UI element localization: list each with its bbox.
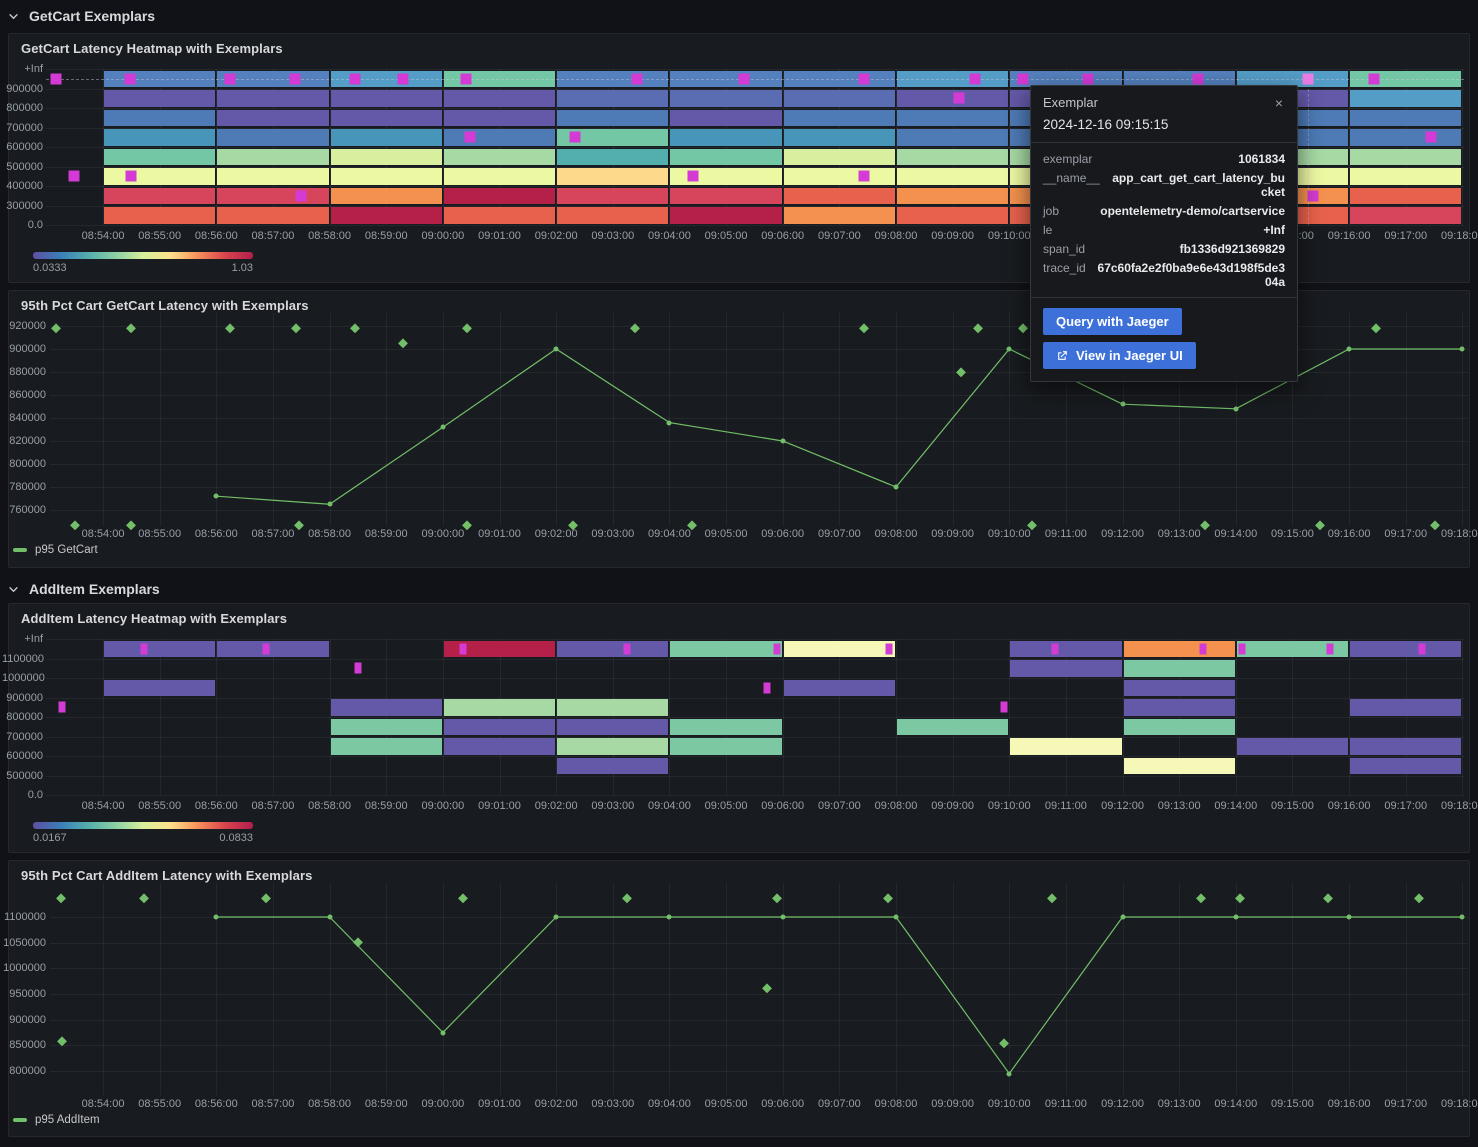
panel-title[interactable]: 95th Pct Cart GetCart Latency with Exemp… [21, 298, 309, 313]
tooltip-field-key: __name__ [1043, 170, 1100, 185]
tooltip-field-row: job opentelemetry-demo/cartservice [1031, 201, 1297, 220]
tooltip-field-key: job [1043, 203, 1060, 218]
legend-series-swatch [13, 1118, 27, 1122]
legend-series-label: p95 GetCart [35, 544, 98, 556]
exemplar-marker[interactable] [50, 73, 62, 85]
exemplar-marker[interactable] [262, 643, 270, 655]
exemplar-marker[interactable] [1082, 73, 1094, 85]
tooltip-field-row: exemplar 1061834 [1031, 149, 1297, 168]
panel-additem-p95: 95th Pct Cart AddItem Latency with Exemp… [8, 860, 1470, 1137]
close-icon[interactable]: × [1274, 95, 1283, 111]
exemplar-marker[interactable] [125, 170, 137, 182]
exemplar-marker-selected[interactable] [1302, 73, 1314, 85]
tooltip-field-row: trace_id 67c60fa2e2f0ba9e6e43d198f5de304a [1031, 258, 1297, 291]
tooltip-field-value: +Inf [1263, 222, 1285, 237]
exemplar-marker[interactable] [464, 131, 476, 143]
exemplar-marker[interactable] [738, 73, 750, 85]
exemplar-marker[interactable] [140, 643, 148, 655]
panel-title[interactable]: 95th Pct Cart AddItem Latency with Exemp… [21, 868, 313, 883]
exemplar-marker[interactable] [349, 73, 361, 85]
legend-item[interactable]: p95 GetCart [13, 544, 98, 556]
legend-series-label: p95 AddItem [35, 1114, 100, 1126]
tooltip-field-value: fb1336d921369829 [1179, 241, 1285, 256]
tooltip-field-row: le +Inf [1031, 220, 1297, 239]
exemplar-marker[interactable] [460, 73, 472, 85]
exemplar-marker[interactable] [397, 73, 409, 85]
exemplar-marker[interactable] [773, 643, 781, 655]
tooltip-field-key: exemplar [1043, 151, 1093, 166]
tooltip-field-value: 67c60fa2e2f0ba9e6e43d198f5de304a [1097, 260, 1285, 289]
tooltip-field-value: 1061834 [1238, 151, 1285, 166]
exemplar-marker[interactable] [1000, 701, 1008, 713]
exemplar-marker[interactable] [354, 662, 362, 674]
query-with-jaeger-button[interactable]: Query with Jaeger [1043, 308, 1182, 335]
tooltip-field-key: span_id [1043, 241, 1086, 256]
exemplar-tooltip: Exemplar × 2024-12-16 09:15:15 exemplar 1… [1030, 85, 1298, 382]
section-title: AddItem Exemplars [29, 581, 160, 597]
exemplar-marker[interactable] [58, 701, 66, 713]
exemplar-marker[interactable] [763, 682, 771, 694]
exemplar-marker[interactable] [289, 73, 301, 85]
external-link-icon [1056, 349, 1069, 362]
exemplar-marker[interactable] [885, 643, 893, 655]
chevron-down-icon[interactable] [8, 11, 19, 22]
tooltip-field-key: le [1043, 222, 1053, 237]
exemplar-marker[interactable] [969, 73, 981, 85]
exemplar-marker[interactable] [623, 643, 631, 655]
exemplar-marker[interactable] [1425, 131, 1437, 143]
section-title: GetCart Exemplars [29, 8, 156, 24]
tooltip-field-value: opentelemetry-demo/cartservice [1100, 203, 1285, 218]
tooltip-timestamp: 2024-12-16 09:15:15 [1031, 113, 1297, 143]
legend-item[interactable]: p95 AddItem [13, 1114, 100, 1126]
section-header-additem[interactable]: AddItem Exemplars [8, 577, 160, 601]
exemplar-marker[interactable] [1326, 643, 1334, 655]
view-in-jaeger-ui-button[interactable]: View in Jaeger UI [1043, 342, 1196, 369]
exemplar-marker[interactable] [1192, 73, 1204, 85]
panel-additem-heatmap: AddItem Latency Heatmap with Exemplars [8, 603, 1470, 853]
legend-series-swatch [13, 548, 27, 552]
exemplar-marker[interactable] [858, 73, 870, 85]
panel-title[interactable]: AddItem Latency Heatmap with Exemplars [21, 611, 288, 626]
exemplar-marker[interactable] [1017, 73, 1029, 85]
exemplar-marker[interactable] [295, 190, 307, 202]
panel-title[interactable]: GetCart Latency Heatmap with Exemplars [21, 41, 283, 56]
tooltip-field-row: span_id fb1336d921369829 [1031, 239, 1297, 258]
exemplar-marker[interactable] [124, 73, 136, 85]
tooltip-field-value: app_cart_get_cart_latency_bucket [1112, 170, 1285, 199]
exemplar-marker[interactable] [224, 73, 236, 85]
tooltip-field-key: trace_id [1043, 260, 1086, 275]
exemplar-marker[interactable] [1368, 73, 1380, 85]
section-header-getcart[interactable]: GetCart Exemplars [8, 4, 155, 28]
exemplar-marker[interactable] [68, 170, 80, 182]
chevron-down-icon[interactable] [8, 584, 19, 595]
exemplar-marker[interactable] [1051, 643, 1059, 655]
exemplar-marker[interactable] [687, 170, 699, 182]
exemplar-marker[interactable] [569, 131, 581, 143]
exemplar-marker[interactable] [953, 92, 965, 104]
exemplar-marker[interactable] [1238, 643, 1245, 655]
exemplar-marker[interactable] [459, 643, 467, 655]
tooltip-fields: exemplar 1061834 __name__ app_cart_get_cart… [1031, 143, 1297, 298]
tooltip-field-row: __name__ app_cart_get_cart_latency_bucket [1031, 168, 1297, 201]
exemplar-marker[interactable] [858, 170, 870, 182]
tooltip-title: Exemplar [1043, 95, 1098, 110]
exemplar-marker[interactable] [1199, 643, 1207, 655]
exemplar-marker[interactable] [631, 73, 643, 85]
exemplar-marker[interactable] [1307, 190, 1319, 202]
exemplar-marker[interactable] [1418, 643, 1426, 655]
